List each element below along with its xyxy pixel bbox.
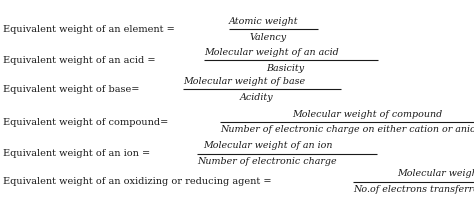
Text: Valency: Valency: [250, 33, 287, 42]
Text: Equivalent weight of an element =: Equivalent weight of an element =: [3, 24, 178, 33]
Text: Equivalent weight of base=: Equivalent weight of base=: [3, 85, 143, 94]
Text: Molecular weight of base: Molecular weight of base: [183, 76, 305, 85]
Text: No.of electrons transferred in redox reaction: No.of electrons transferred in redox rea…: [354, 186, 474, 194]
Text: Equivalent weight of an acid =: Equivalent weight of an acid =: [3, 56, 159, 64]
Text: Equivalent weight of compound=: Equivalent weight of compound=: [3, 117, 172, 126]
Text: Equivalent weight of an oxidizing or reducing agent =: Equivalent weight of an oxidizing or red…: [3, 177, 274, 187]
Text: Molecular weight of compound: Molecular weight of compound: [397, 169, 474, 178]
Text: Atomic weight: Atomic weight: [228, 17, 298, 25]
Text: Basicity: Basicity: [266, 63, 304, 72]
Text: Molecular weight of an acid: Molecular weight of an acid: [204, 47, 338, 57]
Text: Number of electronic charge: Number of electronic charge: [197, 157, 337, 166]
Text: Molecular weight of an ion: Molecular weight of an ion: [203, 141, 333, 151]
Text: Equivalent weight of an ion =: Equivalent weight of an ion =: [3, 150, 153, 159]
Text: Molecular weight of compound: Molecular weight of compound: [292, 110, 443, 119]
Text: Number of electronic charge on either cation or anion: Number of electronic charge on either ca…: [220, 125, 474, 135]
Text: Acidity: Acidity: [240, 93, 273, 101]
